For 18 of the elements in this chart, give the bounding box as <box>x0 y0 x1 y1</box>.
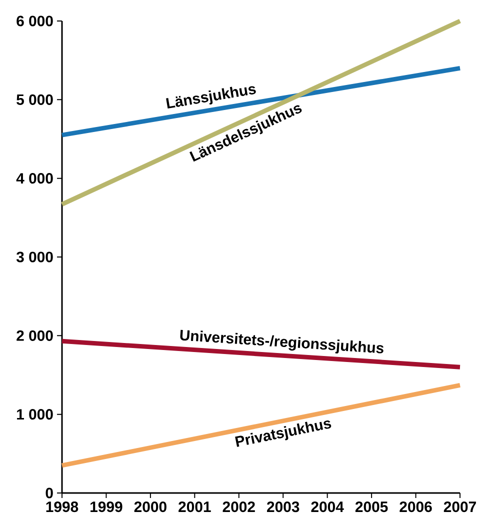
x-tick-label: 2004 <box>311 502 344 512</box>
x-tick-label: 2006 <box>400 502 432 512</box>
x-tick-label: 2001 <box>178 502 211 512</box>
y-tick-label: 4 000 <box>16 173 53 184</box>
y-tick-label: 6 000 <box>16 16 53 26</box>
x-tick-label: 1998 <box>46 502 78 512</box>
y-tick-label: 2 000 <box>16 330 53 341</box>
x-tick-label: 2003 <box>267 502 300 512</box>
y-tick-label: 5 000 <box>16 94 53 105</box>
x-tick-label: 1999 <box>90 502 122 512</box>
x-tick-label: 2007 <box>444 502 476 512</box>
y-tick-label: 3 000 <box>16 252 53 262</box>
y-tick-label: 0 <box>46 488 53 498</box>
y-tick-label: 1 000 <box>17 409 53 420</box>
x-tick-label: 2000 <box>134 502 166 512</box>
series-label: Universitets-/regionssjukhus <box>180 330 384 354</box>
x-tick-label: 2005 <box>355 502 388 512</box>
x-tick-label: 2002 <box>222 502 255 512</box>
